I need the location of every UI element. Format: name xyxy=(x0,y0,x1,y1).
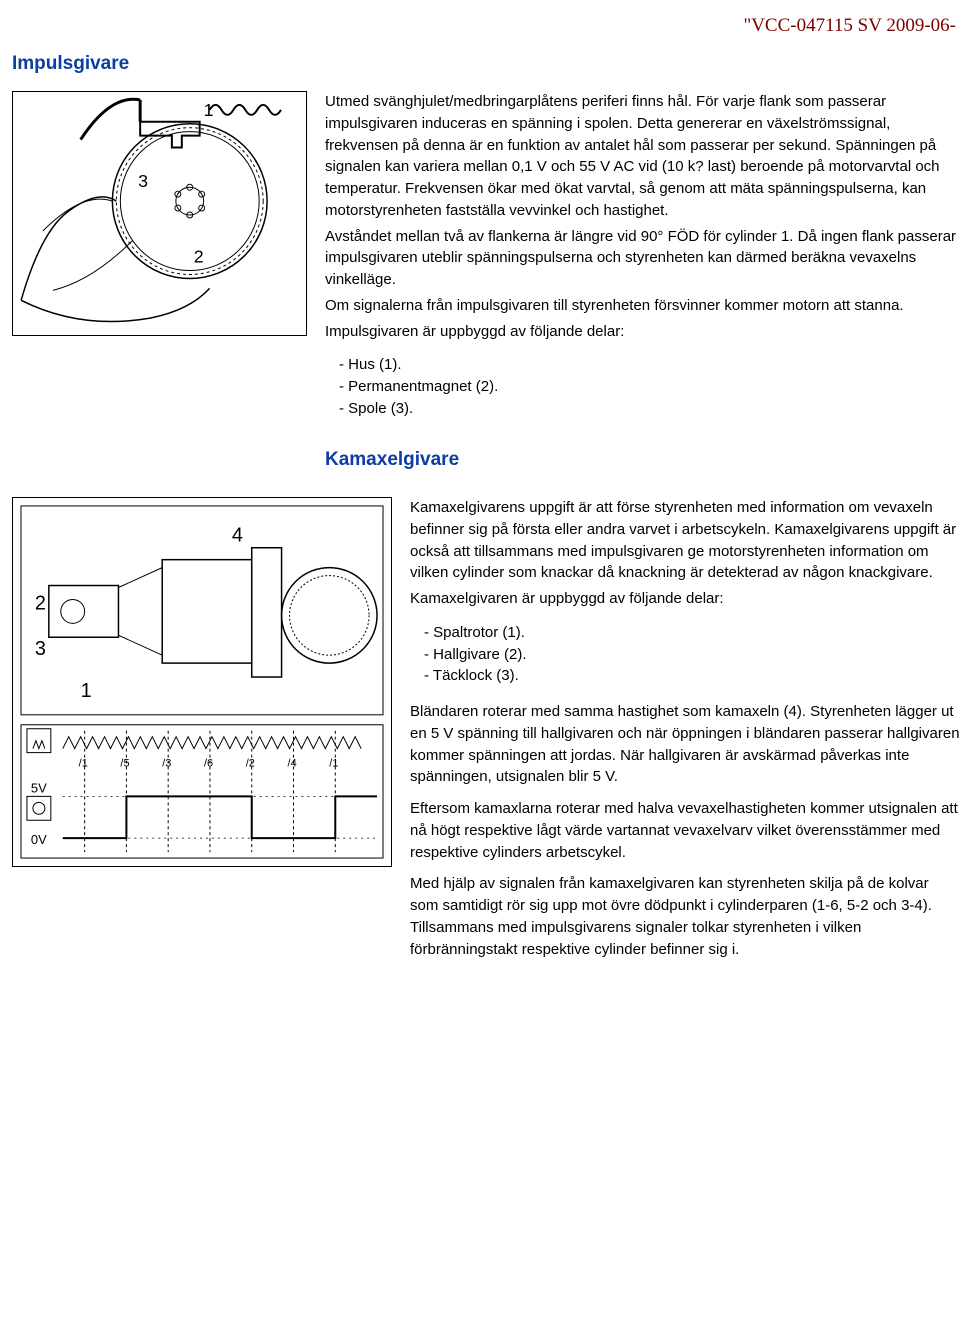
impulsgivare-diagram: 1 3 2 xyxy=(13,92,306,335)
list-item: Täcklock (3). xyxy=(424,665,960,687)
section-title-impulsgivare: Impulsgivare xyxy=(12,50,960,78)
kamaxel-parts-list: Spaltrotor (1). Hallgivare (2). Täcklock… xyxy=(410,622,960,687)
svg-text:/3: /3 xyxy=(162,758,171,770)
kamaxel-para-3: Bländaren roterar med samma hastighet so… xyxy=(410,701,960,788)
figure-impulsgivare: 1 3 2 xyxy=(12,91,307,336)
kamaxelgivare-diagram: 1 2 3 4 /1 /5 /3 /6 /2 /4 /1 xyxy=(13,498,391,866)
document-meta: "VCC-047115 SV 2009-06- xyxy=(12,12,960,40)
kamaxel-para-4: Eftersom kamaxlarna roterar med halva ve… xyxy=(410,798,960,863)
svg-text:/1: /1 xyxy=(79,758,88,770)
impulsgivare-para-4: Impulsgivaren är uppbyggd av följande de… xyxy=(325,321,960,343)
fig2-label-2: 2 xyxy=(35,593,46,615)
list-item: Hallgivare (2). xyxy=(424,644,960,666)
impulsgivare-text: Utmed svänghjulet/medbringarplåtens peri… xyxy=(325,91,960,487)
impulsgivare-para-1: Utmed svänghjulet/medbringarplåtens peri… xyxy=(325,91,960,222)
fig1-label-3: 3 xyxy=(138,171,148,191)
figure-kamaxelgivare: 1 2 3 4 /1 /5 /3 /6 /2 /4 /1 xyxy=(12,497,392,867)
svg-text:/6: /6 xyxy=(204,758,213,770)
fig2-label-3: 3 xyxy=(35,638,46,660)
kamaxelgivare-text: Kamaxelgivarens uppgift är att förse sty… xyxy=(410,497,960,964)
section-title-kamaxelgivare: Kamaxelgivare xyxy=(325,446,960,474)
kamaxel-para-1: Kamaxelgivarens uppgift är att förse sty… xyxy=(410,497,960,584)
kamaxel-para-2: Kamaxelgivaren är uppbyggd av följande d… xyxy=(410,588,960,610)
svg-text:/4: /4 xyxy=(288,758,297,770)
fig1-label-2: 2 xyxy=(194,247,204,267)
svg-text:/2: /2 xyxy=(246,758,255,770)
impulsgivare-parts-list: Hus (1). Permanentmagnet (2). Spole (3). xyxy=(325,354,960,419)
svg-text:/1: /1 xyxy=(329,758,338,770)
list-item: Permanentmagnet (2). xyxy=(339,376,960,398)
list-item: Spaltrotor (1). xyxy=(424,622,960,644)
wave-5v-label: 5V xyxy=(31,781,47,796)
impulsgivare-row: 1 3 2 Utmed svänghjulet/medbringarplåten… xyxy=(12,91,960,487)
impulsgivare-para-3: Om signalerna från impulsgivaren till st… xyxy=(325,295,960,317)
fig2-label-1: 1 xyxy=(81,680,92,702)
svg-text:/5: /5 xyxy=(120,758,129,770)
impulsgivare-para-2: Avståndet mellan två av flankerna är län… xyxy=(325,226,960,291)
fig2-label-4: 4 xyxy=(232,525,243,547)
fig1-label-1: 1 xyxy=(204,100,214,120)
kamaxel-para-5: Med hjälp av signalen från kamaxelgivare… xyxy=(410,873,960,960)
wave-0v-label: 0V xyxy=(31,832,47,847)
list-item: Hus (1). xyxy=(339,354,960,376)
kamaxelgivare-row: 1 2 3 4 /1 /5 /3 /6 /2 /4 /1 xyxy=(12,497,960,964)
list-item: Spole (3). xyxy=(339,398,960,420)
